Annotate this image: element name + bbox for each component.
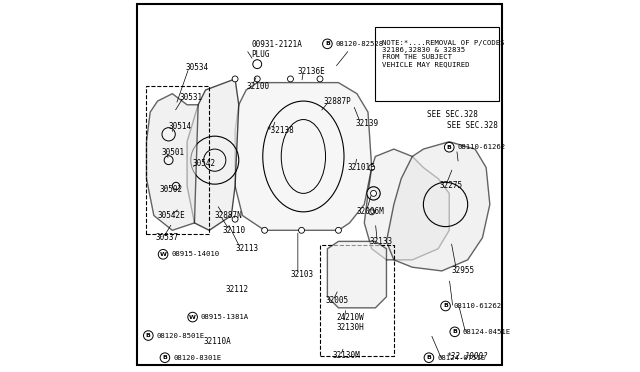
- Text: 32103: 32103: [291, 270, 314, 279]
- Text: 30542E: 30542E: [157, 211, 186, 220]
- Text: 08124-0751E: 08124-0751E: [437, 355, 485, 361]
- Text: 30537: 30537: [156, 233, 179, 242]
- Circle shape: [441, 301, 451, 311]
- Text: 08120-8301E: 08120-8301E: [173, 355, 221, 361]
- Text: *32138: *32138: [266, 126, 294, 135]
- Circle shape: [369, 164, 374, 170]
- Text: 32136E: 32136E: [298, 67, 326, 76]
- Text: 30534: 30534: [185, 63, 209, 72]
- Bar: [147, 86, 209, 234]
- Circle shape: [287, 76, 293, 82]
- Polygon shape: [235, 83, 372, 230]
- Circle shape: [232, 76, 238, 82]
- Text: *32.J000?: *32.J000?: [446, 352, 488, 361]
- Circle shape: [143, 331, 153, 340]
- Circle shape: [254, 76, 260, 82]
- Text: 32110A: 32110A: [204, 337, 232, 346]
- Text: 32887P: 32887P: [324, 97, 351, 106]
- Circle shape: [262, 227, 268, 233]
- Text: 32113: 32113: [235, 244, 258, 253]
- Text: SEE SEC.328: SEE SEC.328: [447, 121, 499, 129]
- Text: B: B: [146, 333, 151, 338]
- Text: B: B: [452, 329, 457, 334]
- Circle shape: [158, 250, 168, 259]
- Circle shape: [369, 209, 374, 215]
- Text: 32133: 32133: [370, 237, 393, 246]
- Text: B: B: [325, 41, 330, 46]
- FancyBboxPatch shape: [376, 27, 499, 101]
- Text: SEE SEC.328: SEE SEC.328: [427, 109, 478, 119]
- Text: W: W: [159, 252, 166, 257]
- Circle shape: [450, 327, 460, 337]
- Circle shape: [162, 128, 175, 141]
- Circle shape: [299, 227, 305, 233]
- Text: 30502: 30502: [159, 185, 182, 194]
- Bar: [320, 245, 394, 356]
- Polygon shape: [387, 142, 490, 271]
- Text: 30531: 30531: [180, 93, 203, 102]
- Circle shape: [323, 39, 332, 49]
- Text: 32006M: 32006M: [357, 207, 385, 217]
- Polygon shape: [187, 79, 239, 230]
- Text: 24210W
32130H: 24210W 32130H: [337, 313, 364, 332]
- Circle shape: [371, 190, 376, 196]
- Polygon shape: [364, 149, 449, 260]
- Circle shape: [232, 216, 238, 222]
- Circle shape: [172, 182, 180, 190]
- Text: 30542: 30542: [193, 159, 216, 169]
- Text: 30501: 30501: [161, 148, 184, 157]
- Text: 08110-61262: 08110-61262: [458, 144, 506, 150]
- Text: 32100: 32100: [246, 82, 269, 91]
- Text: B: B: [163, 355, 168, 360]
- Circle shape: [164, 156, 173, 164]
- Text: W: W: [189, 315, 196, 320]
- Text: 32112: 32112: [226, 285, 249, 294]
- Text: 32139: 32139: [355, 119, 378, 128]
- Circle shape: [444, 142, 454, 152]
- Text: B: B: [426, 355, 431, 360]
- Text: 32887N: 32887N: [215, 211, 243, 220]
- Circle shape: [160, 353, 170, 362]
- Text: B: B: [447, 145, 452, 150]
- Text: 08915-1381A: 08915-1381A: [201, 314, 249, 320]
- Text: 30514: 30514: [168, 122, 192, 131]
- Text: 32955: 32955: [451, 266, 474, 275]
- Text: 08110-61262: 08110-61262: [454, 303, 502, 309]
- Polygon shape: [147, 94, 198, 230]
- Circle shape: [367, 187, 380, 200]
- Text: NOTE:*....REMOVAL OF P/CODES
32186,32830 & 32835
FROM THE SUBJECT
VEHICLE MAY RE: NOTE:*....REMOVAL OF P/CODES 32186,32830…: [382, 40, 504, 67]
- Text: B: B: [443, 304, 448, 308]
- Circle shape: [317, 76, 323, 82]
- Text: 32275: 32275: [440, 182, 463, 190]
- Text: 32130M: 32130M: [333, 351, 361, 360]
- Circle shape: [335, 227, 341, 233]
- Text: 32005: 32005: [326, 296, 349, 305]
- Circle shape: [424, 353, 434, 362]
- Text: 08120-8501E: 08120-8501E: [156, 333, 205, 339]
- Text: 32101E: 32101E: [348, 163, 376, 172]
- Text: 32110: 32110: [222, 226, 245, 235]
- Text: 00931-2121A
PLUG: 00931-2121A PLUG: [252, 40, 303, 59]
- Circle shape: [253, 60, 262, 68]
- Circle shape: [188, 312, 197, 322]
- Polygon shape: [328, 241, 387, 308]
- Text: 08120-82528: 08120-82528: [335, 41, 383, 47]
- Text: 08124-0451E: 08124-0451E: [463, 329, 511, 335]
- Text: 08915-14010: 08915-14010: [172, 251, 220, 257]
